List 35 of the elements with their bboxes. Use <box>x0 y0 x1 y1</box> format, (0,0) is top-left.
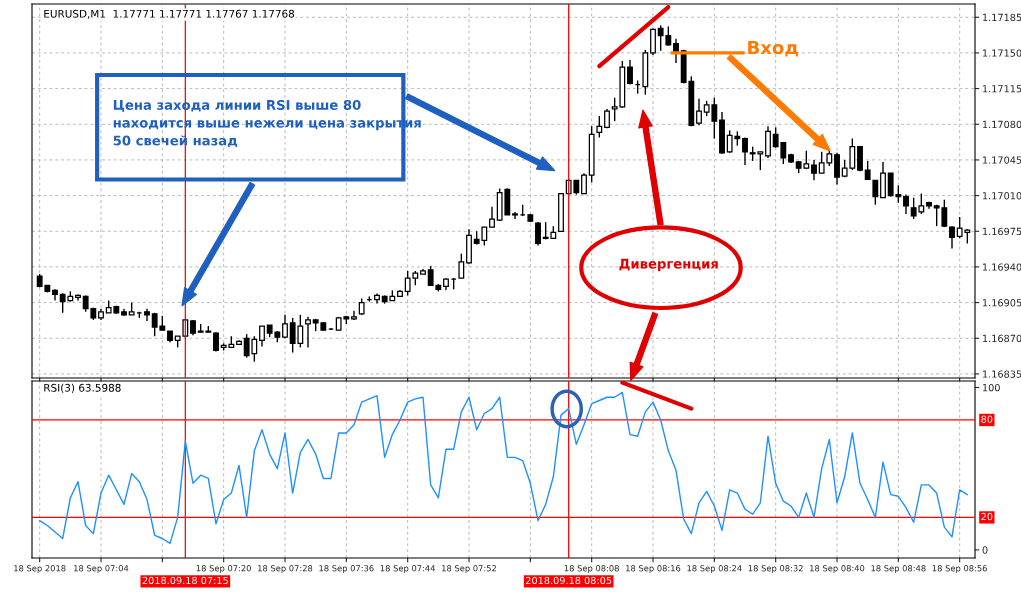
y-tick-label: 1.17150 <box>983 49 1021 57</box>
ref-line-label: 80 <box>981 415 993 423</box>
y-tick-label: 1.16835 <box>983 370 1021 378</box>
chart-title: EURUSD,M1 1.17771 1.17771 1.17767 1.17768 <box>44 9 295 19</box>
y-tick-label: 1.16870 <box>983 334 1021 343</box>
ref-line-label: 2018.09.18 08:05 <box>525 576 612 585</box>
y-tick-label: 1.16975 <box>983 227 1021 236</box>
y-tick-label: 1.17185 <box>983 13 1021 22</box>
x-tick-label: 18 Sep 08:32 <box>748 565 803 574</box>
x-tick-label: 18 Sep 08:16 <box>626 565 681 574</box>
y-tick-label: 100 <box>983 383 1000 392</box>
x-tick-label: 18 Sep 07:44 <box>380 565 436 574</box>
x-tick-label: 18 Sep 2018 <box>14 565 66 574</box>
y-tick-label: 0 <box>982 546 988 554</box>
x-tick-label: 18 Sep 07:20 <box>196 565 251 574</box>
y-tick-label: 1.17010 <box>983 192 1021 200</box>
x-tick-label: 18 Sep 08:40 <box>810 565 865 574</box>
x-tick-label: 18 Sep 08:24 <box>687 565 742 574</box>
y-tick-label: 1.17080 <box>983 120 1021 129</box>
x-tick-label: 18 Sep 07:36 <box>319 565 374 574</box>
x-tick-label: 18 Sep 07:04 <box>74 565 129 574</box>
annotation: Дивергенция <box>619 258 718 272</box>
y-tick-label: 1.16905 <box>983 299 1021 307</box>
ref-line-label: 2018.09.18 07:15 <box>142 576 228 585</box>
x-tick-label: 18 Sep 07:28 <box>258 565 313 574</box>
y-tick-label: 1.17115 <box>983 85 1021 93</box>
annotation: Вход <box>748 40 798 57</box>
ref-line-label: 20 <box>981 512 993 521</box>
y-tick-label: 1.16940 <box>983 263 1021 271</box>
x-tick-label: 18 Sep 07:52 <box>442 565 496 574</box>
x-tick-label: 18 Sep 08:48 <box>871 565 926 574</box>
x-tick-label: 18 Sep 08:08 <box>564 565 619 574</box>
chart-title: RSI(3) 63.5988 <box>44 383 121 393</box>
y-tick-label: 1.17045 <box>983 156 1021 164</box>
x-tick-label: 18 Sep 08:56 <box>932 565 987 574</box>
